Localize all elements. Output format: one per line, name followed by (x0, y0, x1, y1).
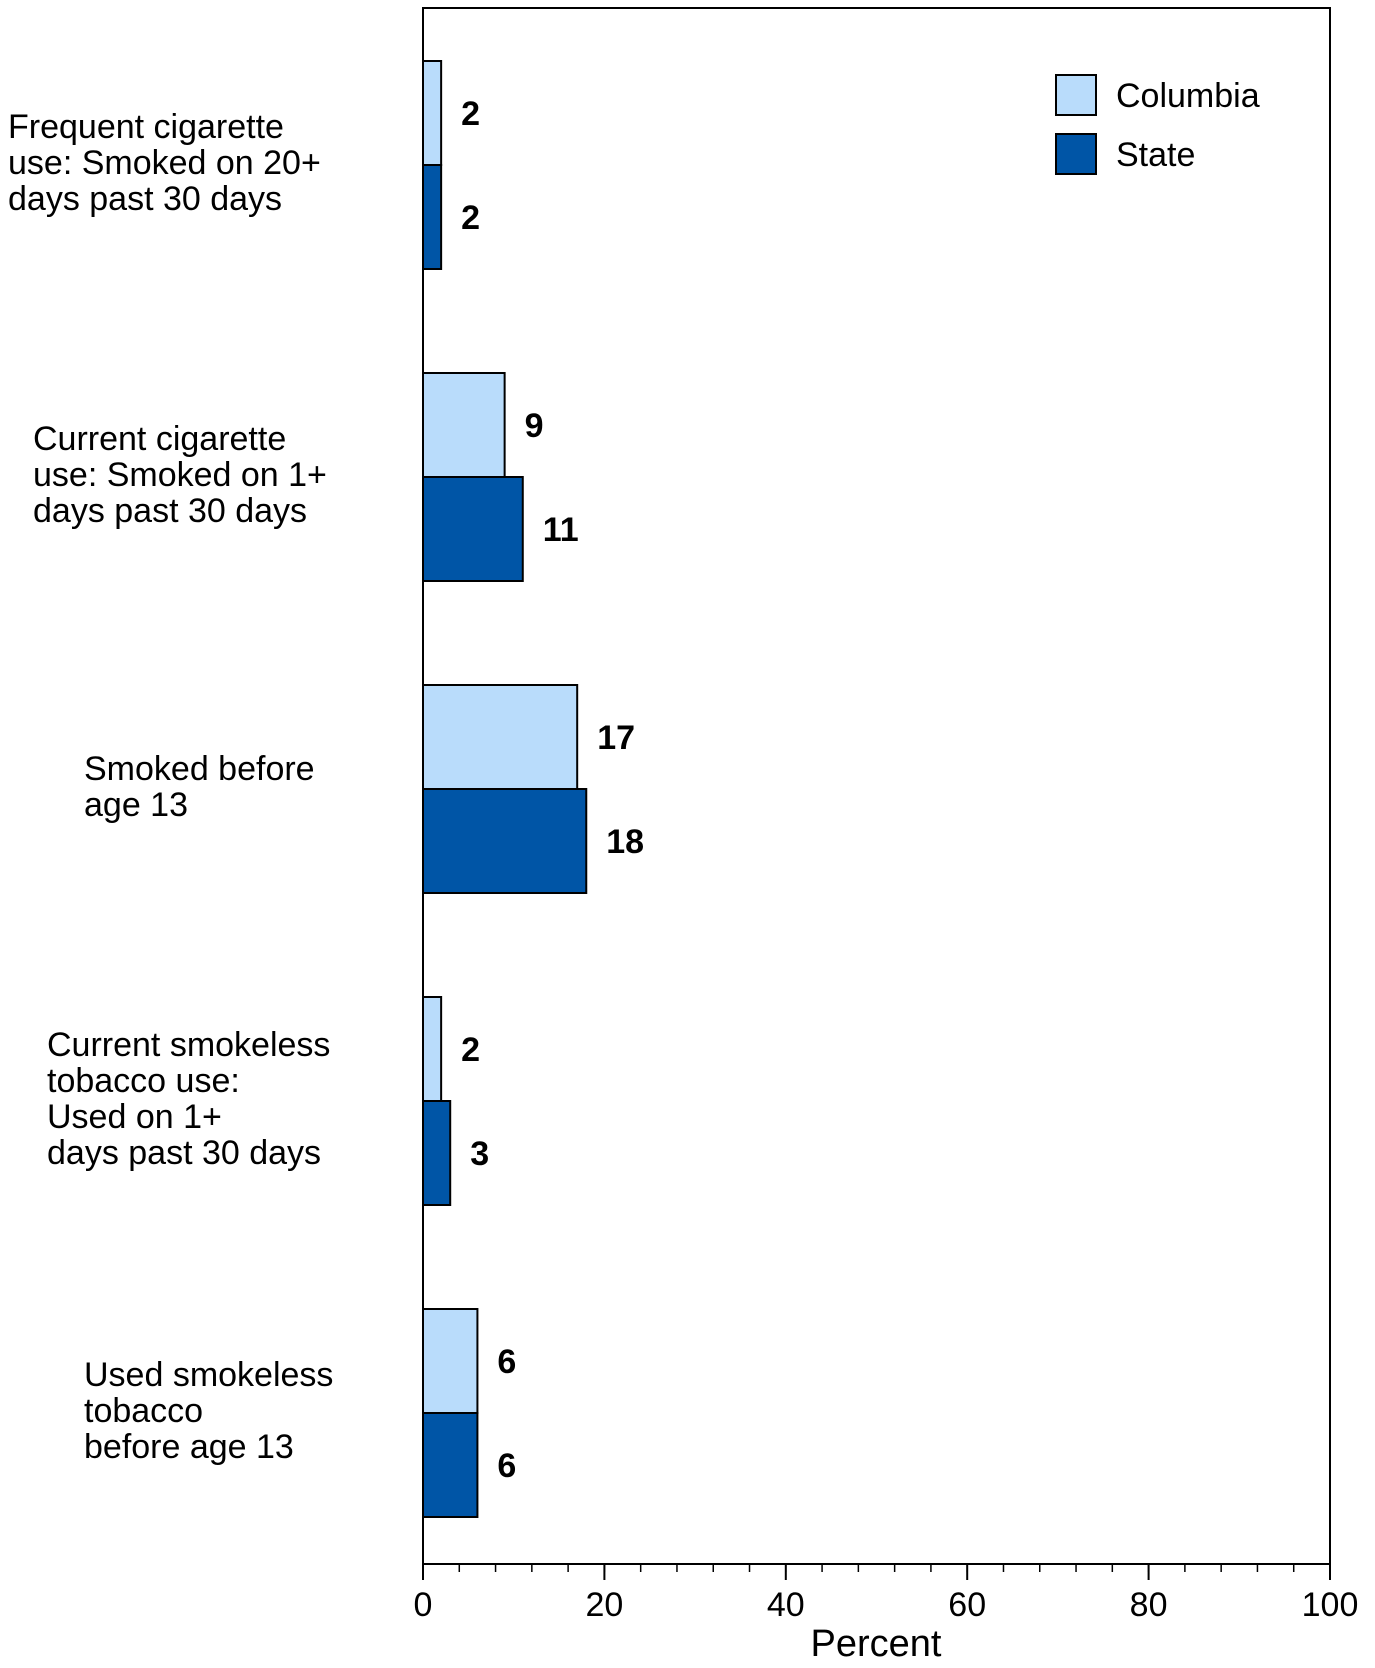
category-label-4: Used on 1+ (47, 1098, 222, 1136)
category-label-2: use: Smoked on 1+ (33, 456, 327, 494)
category-label-3: age 13 (84, 786, 188, 824)
legend-label-columbia: Columbia (1116, 77, 1260, 115)
x-tick-label: 100 (1302, 1586, 1359, 1624)
data-label-columbia-1: 2 (461, 95, 480, 133)
data-label-columbia-5: 6 (497, 1343, 516, 1381)
legend-swatch-columbia (1055, 74, 1097, 116)
data-label-columbia-3: 17 (597, 719, 635, 757)
x-axis-title: Percent (811, 1623, 942, 1663)
x-tick-label: 0 (414, 1586, 433, 1624)
x-axis: 0 20 40 60 80 100 Percent (414, 1563, 1359, 1665)
data-label-columbia-4: 2 (461, 1031, 480, 1069)
data-label-state-4: 3 (470, 1135, 489, 1173)
category-label-3: Smoked before (84, 750, 315, 788)
bar-state-1 (422, 164, 443, 270)
category-label-4: tobacco use: (47, 1062, 240, 1100)
data-label-state-3: 18 (606, 823, 644, 861)
category-label-2: Current cigarette (33, 420, 286, 458)
category-label-1: days past 30 days (8, 180, 282, 218)
bar-columbia-1 (422, 60, 443, 166)
data-label-state-5: 6 (497, 1447, 516, 1485)
bar-state-5 (422, 1412, 479, 1518)
x-tick-label: 80 (1130, 1586, 1168, 1624)
data-label-state-1: 2 (461, 199, 480, 237)
category-label-5: before age 13 (84, 1428, 294, 1466)
legend-swatch-state (1055, 133, 1097, 175)
x-tick-label: 60 (948, 1586, 986, 1624)
legend: Columbia State (1055, 74, 1260, 175)
category-label-2: days past 30 days (33, 492, 307, 530)
category-label-1: use: Smoked on 20+ (8, 144, 321, 182)
data-label-state-2: 11 (543, 511, 579, 549)
category-label-1: Frequent cigarette (8, 108, 284, 146)
bar-state-3 (422, 788, 588, 894)
category-label-4: Current smokeless (47, 1026, 330, 1064)
bar-columbia-2 (422, 372, 506, 478)
category-label-5: Used smokeless (84, 1356, 333, 1394)
data-label-columbia-2: 9 (525, 407, 544, 445)
bar-state-2 (422, 476, 524, 582)
bar-columbia-5 (422, 1308, 479, 1414)
bar-columbia-4 (422, 996, 443, 1102)
x-tick-label: 20 (585, 1586, 623, 1624)
bar-columbia-3 (422, 684, 579, 790)
category-label-5: tobacco (84, 1392, 203, 1430)
legend-label-state: State (1116, 136, 1195, 174)
x-tick-label: 40 (767, 1586, 805, 1624)
bar-state-4 (422, 1100, 452, 1206)
category-label-4: days past 30 days (47, 1134, 321, 1172)
